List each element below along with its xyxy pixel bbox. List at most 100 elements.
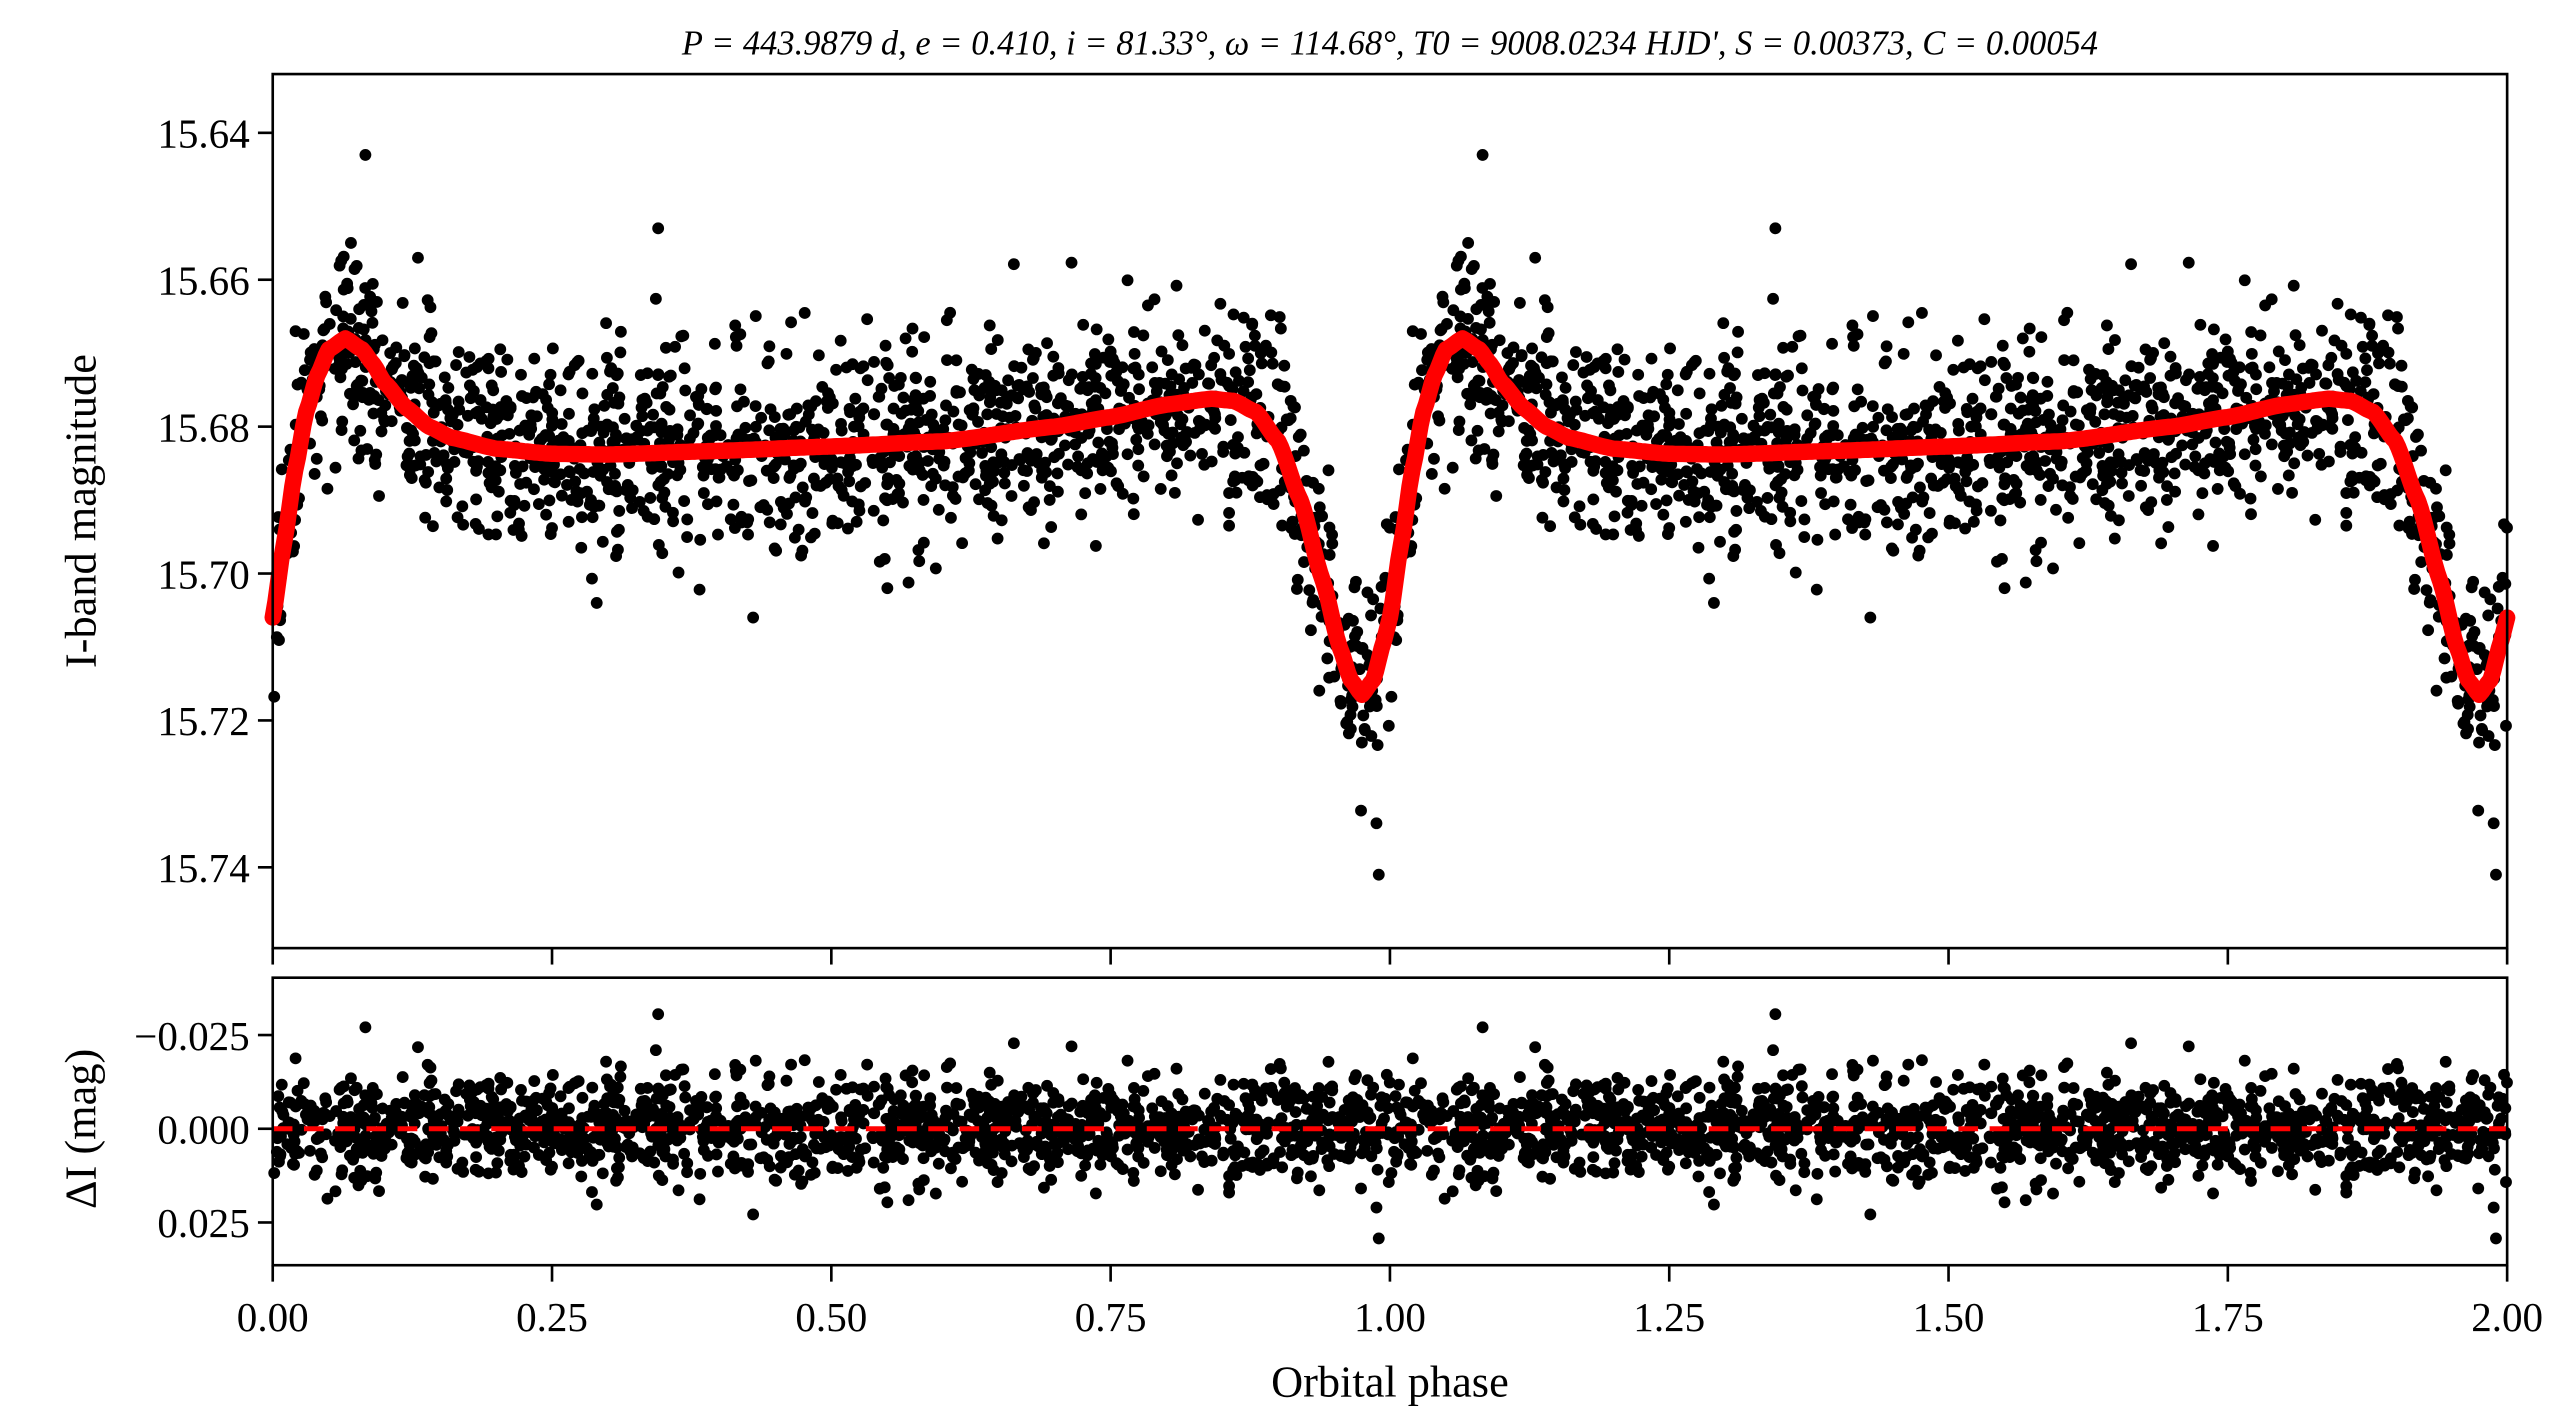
residual-point <box>1148 1141 1161 1154</box>
data-point <box>1680 407 1693 420</box>
data-point <box>2189 450 2202 463</box>
data-point <box>618 412 631 425</box>
data-point <box>990 408 1003 420</box>
data-point <box>1705 412 1717 425</box>
residual-point <box>469 1163 482 1176</box>
data-point <box>925 408 938 421</box>
residual-point <box>700 1120 713 1133</box>
data-point <box>2344 475 2357 488</box>
data-point <box>2288 457 2301 470</box>
residual-point <box>1998 1196 2011 1209</box>
residual-point <box>2392 1062 2404 1075</box>
data-point <box>1454 283 1467 296</box>
data-point <box>452 395 465 408</box>
data-point <box>490 528 502 541</box>
residual-point <box>1338 1104 1351 1116</box>
data-point <box>873 390 886 403</box>
data-point <box>747 611 760 624</box>
residual-point <box>1453 1164 1466 1177</box>
data-point <box>1385 690 1398 703</box>
residual-point <box>868 1080 880 1093</box>
data-point <box>2062 511 2075 524</box>
data-point <box>1730 391 1743 404</box>
data-point <box>1079 487 1092 500</box>
data-point <box>2331 368 2344 380</box>
data-point <box>419 511 432 524</box>
residual-point <box>1909 1164 1922 1177</box>
data-point <box>1990 390 2003 403</box>
residual-point <box>1772 1112 1785 1125</box>
data-point <box>1826 429 1839 442</box>
data-point <box>1274 322 1287 335</box>
data-point <box>528 483 540 496</box>
data-point <box>2438 652 2451 665</box>
data-point <box>2443 528 2456 541</box>
residual-point <box>1038 1181 1050 1194</box>
data-point <box>2010 378 2022 391</box>
data-point <box>359 148 372 161</box>
data-point <box>1072 450 1085 463</box>
data-point <box>563 407 575 420</box>
data-point <box>1060 399 1073 412</box>
data-point <box>2207 540 2219 552</box>
data-point <box>2368 475 2381 488</box>
residual-point <box>1916 1054 1928 1067</box>
data-point <box>2467 575 2480 588</box>
residual-point <box>337 1097 350 1110</box>
data-point <box>463 351 476 363</box>
data-point <box>842 466 855 478</box>
data-point <box>917 392 930 405</box>
data-point <box>2162 433 2175 446</box>
data-point <box>1692 541 1705 554</box>
data-point <box>457 518 470 531</box>
data-point <box>973 389 986 402</box>
data-point <box>1312 482 1325 495</box>
residual-point <box>1513 1071 1526 1084</box>
data-point <box>298 364 311 377</box>
data-point <box>1864 611 1877 624</box>
residual-point <box>2019 1194 2032 1207</box>
data-point <box>2452 697 2465 710</box>
data-point <box>987 475 999 488</box>
data-point <box>463 379 476 392</box>
data-point <box>2259 427 2271 440</box>
residual-point <box>1168 1168 1181 1181</box>
data-point <box>1795 362 1808 375</box>
residual-point <box>1645 1075 1658 1087</box>
data-point <box>1640 428 1653 441</box>
data-point <box>1687 485 1700 498</box>
data-point <box>2289 329 2302 342</box>
data-point <box>1923 507 1936 519</box>
data-point <box>980 465 993 477</box>
data-point <box>1513 297 1526 309</box>
data-point <box>1930 349 1942 362</box>
data-point <box>1993 461 2006 474</box>
data-point <box>2093 447 2106 459</box>
residual-point <box>1428 1133 1440 1145</box>
data-point <box>1316 510 1328 523</box>
data-point <box>1558 458 1571 471</box>
data-point <box>2211 483 2224 495</box>
data-point <box>441 484 454 496</box>
data-point <box>1447 304 1460 317</box>
data-point <box>2293 339 2306 352</box>
data-point <box>1155 345 1168 358</box>
residual-point <box>2211 1158 2224 1171</box>
data-point <box>1027 352 1040 365</box>
residual-point <box>2071 1098 2084 1111</box>
residual-point <box>495 1083 508 1096</box>
data-point <box>761 503 774 516</box>
data-point <box>1224 414 1237 426</box>
data-point <box>1884 472 1897 484</box>
data-point <box>1306 596 1319 609</box>
data-point <box>922 455 934 467</box>
residual-point <box>2423 1152 2436 1165</box>
data-point <box>470 493 483 506</box>
data-point <box>352 452 365 465</box>
data-point <box>1557 495 1570 508</box>
residual-point <box>1798 1166 1811 1179</box>
residual-point <box>366 1102 379 1114</box>
data-point <box>2393 519 2406 532</box>
data-point <box>1179 362 1192 375</box>
data-point <box>337 250 350 263</box>
